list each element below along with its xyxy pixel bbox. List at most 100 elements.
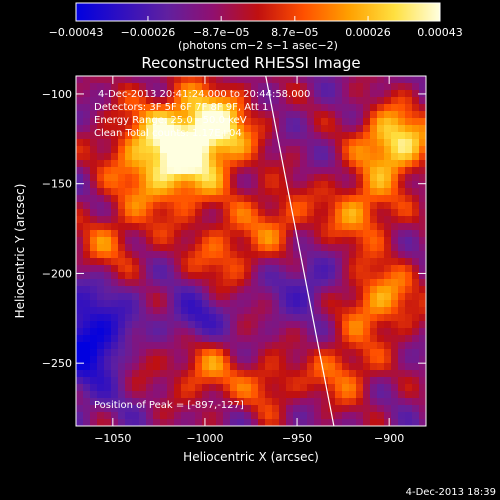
heatmap-cell — [153, 216, 161, 224]
heatmap-cell — [335, 272, 343, 280]
heatmap-cell — [419, 286, 426, 294]
heatmap-cell — [160, 160, 168, 168]
heatmap-cell — [125, 230, 133, 238]
heatmap-cell — [104, 370, 112, 378]
heatmap-cell — [328, 195, 336, 203]
heatmap-cell — [139, 230, 147, 238]
heatmap-cell — [300, 363, 308, 371]
heatmap-cell — [111, 160, 119, 168]
heatmap-cell — [223, 202, 231, 210]
heatmap-cell — [279, 293, 287, 301]
heatmap-cell — [377, 265, 385, 273]
heatmap-cell — [167, 90, 175, 98]
heatmap-cell — [153, 391, 161, 399]
heatmap-cell — [111, 230, 119, 238]
heatmap-cell — [307, 195, 315, 203]
heatmap-cell — [153, 398, 161, 406]
heatmap-cell — [76, 83, 84, 91]
heatmap-cell — [160, 146, 168, 154]
heatmap-cell — [188, 244, 196, 252]
heatmap-cell — [349, 244, 357, 252]
heatmap-cell — [342, 405, 350, 413]
heatmap-cell — [188, 258, 196, 266]
heatmap-cell — [279, 272, 287, 280]
heatmap-cell — [258, 335, 266, 343]
heatmap-cell — [104, 342, 112, 350]
colorbar-tick-label: −0.00043 — [49, 26, 104, 39]
colorbar-tick-label: 0.00026 — [345, 26, 391, 39]
heatmap-cell — [76, 216, 84, 224]
heatmap-cell — [118, 286, 126, 294]
heatmap-cell — [279, 307, 287, 315]
heatmap-cell — [265, 160, 273, 168]
heatmap-cell — [370, 370, 378, 378]
heatmap-cell — [195, 405, 203, 413]
heatmap-cell — [286, 363, 294, 371]
heatmap-cell — [83, 300, 91, 308]
heatmap-cell — [314, 412, 322, 420]
plot-area: −1050 −1000 −950 −900−100−150−200−250 — [42, 75, 427, 445]
heatmap-cell — [188, 97, 196, 105]
heatmap-cell — [328, 370, 336, 378]
heatmap-cell — [384, 398, 392, 406]
heatmap-cell — [76, 209, 84, 217]
heatmap-cell — [251, 181, 259, 189]
heatmap-cell — [412, 377, 420, 385]
heatmap-cell — [279, 328, 287, 336]
heatmap-cell — [209, 370, 217, 378]
heatmap-cell — [279, 209, 287, 217]
heatmap-cell — [279, 111, 287, 119]
heatmap-cell — [335, 384, 343, 392]
heatmap-cell — [258, 132, 266, 140]
heatmap-cell — [76, 139, 84, 147]
heatmap-cell — [139, 118, 147, 126]
heatmap-cell — [405, 363, 413, 371]
heatmap-cell — [391, 202, 399, 210]
heatmap-cell — [230, 181, 238, 189]
heatmap-cell — [279, 314, 287, 322]
heatmap-cell — [293, 412, 301, 420]
heatmap-cell — [321, 139, 329, 147]
heatmap-cell — [349, 209, 357, 217]
heatmap-cell — [181, 90, 189, 98]
heatmap-cell — [209, 188, 217, 196]
heatmap-cell — [412, 76, 420, 84]
heatmap-cell — [153, 251, 161, 259]
heatmap-cell — [195, 111, 203, 119]
heatmap-cell — [419, 111, 426, 119]
heatmap-cell — [314, 139, 322, 147]
heatmap-cell — [419, 370, 426, 378]
heatmap-cell — [132, 321, 140, 329]
heatmap-cell — [258, 342, 266, 350]
heatmap-cell — [216, 342, 224, 350]
heatmap-cell — [349, 377, 357, 385]
heatmap-cell — [405, 167, 413, 175]
heatmap-cell — [83, 335, 91, 343]
heatmap-cell — [83, 258, 91, 266]
heatmap-cell — [342, 237, 350, 245]
heatmap-cell — [244, 356, 252, 364]
heatmap-cell — [230, 90, 238, 98]
heatmap-cell — [258, 293, 266, 301]
heatmap-cell — [153, 223, 161, 231]
heatmap-cell — [90, 139, 98, 147]
heatmap-cell — [370, 293, 378, 301]
heatmap-cell — [244, 76, 252, 84]
heatmap-cell — [202, 167, 210, 175]
heatmap-cell — [321, 125, 329, 133]
heatmap-cell — [272, 328, 280, 336]
heatmap-cell — [391, 328, 399, 336]
heatmap-cell — [384, 384, 392, 392]
heatmap-cell — [230, 391, 238, 399]
heatmap-cell — [272, 244, 280, 252]
heatmap-cell — [419, 307, 426, 315]
heatmap-cell — [391, 216, 399, 224]
heatmap-cell — [391, 118, 399, 126]
heatmap-cell — [181, 244, 189, 252]
heatmap-cell — [405, 181, 413, 189]
heatmap-cell — [377, 342, 385, 350]
heatmap-cell — [363, 363, 371, 371]
heatmap-cell — [244, 258, 252, 266]
heatmap-cell — [251, 370, 259, 378]
heatmap-cell — [370, 76, 378, 84]
